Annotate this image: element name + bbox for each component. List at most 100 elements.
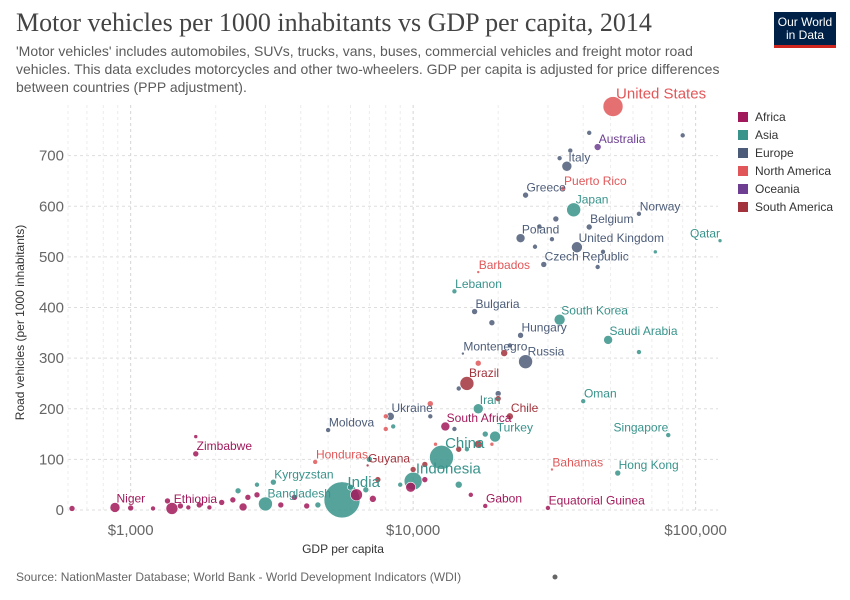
data-point[interactable] <box>451 426 458 432</box>
data-point[interactable] <box>193 434 199 439</box>
data-point[interactable] <box>636 349 642 355</box>
point-oman[interactable] <box>580 398 587 404</box>
data-point[interactable] <box>374 476 382 483</box>
data-point[interactable] <box>556 155 563 161</box>
data-point[interactable] <box>234 487 242 495</box>
data-point[interactable] <box>362 486 370 494</box>
data-point[interactable] <box>390 423 397 430</box>
data-point[interactable] <box>653 249 658 255</box>
point-greece[interactable] <box>522 191 529 199</box>
data-point[interactable] <box>254 481 260 488</box>
data-point[interactable] <box>291 494 298 501</box>
point-bulgaria[interactable] <box>471 308 478 315</box>
data-point[interactable] <box>238 502 248 512</box>
point-brazil[interactable] <box>459 376 475 391</box>
point-singapore[interactable] <box>665 432 672 438</box>
data-point[interactable] <box>244 494 252 501</box>
legend-item-europe[interactable]: Europe <box>738 144 833 162</box>
point-south-korea[interactable] <box>553 313 566 326</box>
point-moldova[interactable] <box>325 427 331 433</box>
data-point[interactable] <box>494 395 502 402</box>
data-point[interactable] <box>382 413 389 420</box>
point-gabon[interactable] <box>482 503 489 509</box>
point-puerto-rico[interactable] <box>560 185 567 192</box>
point-chile[interactable] <box>506 412 514 421</box>
data-point[interactable] <box>600 249 606 255</box>
point-united-kingdom[interactable] <box>571 241 583 254</box>
point-norway[interactable] <box>636 211 642 217</box>
point-australia[interactable] <box>593 143 602 151</box>
point-lebanon[interactable] <box>451 288 458 295</box>
data-point[interactable] <box>536 223 543 230</box>
point-japan[interactable] <box>566 202 581 218</box>
point-hungary[interactable] <box>517 332 524 339</box>
data-point[interactable] <box>552 215 560 223</box>
point-barbados[interactable] <box>476 270 481 274</box>
point-guyana[interactable] <box>365 463 370 468</box>
point-turkey[interactable] <box>489 430 501 443</box>
data-point[interactable] <box>218 499 225 506</box>
point-niger[interactable] <box>109 502 121 513</box>
point-zimbabwe[interactable] <box>192 450 200 458</box>
data-point[interactable] <box>164 497 171 505</box>
point-hong-kong[interactable] <box>614 469 622 477</box>
point-bahamas[interactable] <box>550 467 554 472</box>
data-point[interactable] <box>433 441 438 447</box>
data-point[interactable] <box>409 466 417 473</box>
legend-item-oceania[interactable]: Oceania <box>738 180 833 198</box>
legend-item-asia[interactable]: Asia <box>738 126 833 144</box>
data-point[interactable] <box>468 492 474 498</box>
data-point[interactable] <box>488 319 496 326</box>
data-point[interactable] <box>277 501 285 509</box>
data-point[interactable] <box>350 488 363 502</box>
data-point[interactable] <box>464 446 470 453</box>
point-czech-republic[interactable] <box>540 261 548 268</box>
data-point[interactable] <box>127 504 134 512</box>
point-montenegro[interactable] <box>461 351 465 356</box>
point-russia[interactable] <box>518 354 533 369</box>
data-point[interactable] <box>150 505 156 512</box>
point-honduras[interactable] <box>312 459 318 465</box>
point-equatorial-guinea[interactable] <box>545 505 551 511</box>
data-point[interactable] <box>481 430 489 438</box>
point-qatar[interactable] <box>717 238 723 243</box>
point-south-africa[interactable] <box>440 421 451 432</box>
data-point[interactable] <box>586 130 593 136</box>
data-point[interactable] <box>532 243 538 250</box>
data-point[interactable] <box>455 385 462 392</box>
data-point[interactable] <box>253 491 261 499</box>
point-kyrgyzstan[interactable] <box>270 478 277 486</box>
data-point[interactable] <box>507 342 513 349</box>
data-point[interactable] <box>347 483 354 491</box>
data-point[interactable] <box>500 349 508 357</box>
data-point[interactable] <box>405 481 416 493</box>
data-point[interactable] <box>303 502 311 510</box>
data-point[interactable] <box>549 236 555 242</box>
data-point[interactable] <box>594 264 601 270</box>
data-point[interactable] <box>473 439 483 449</box>
point-saudi-arabia[interactable] <box>603 335 613 345</box>
data-point[interactable] <box>206 504 213 511</box>
data-point[interactable] <box>382 426 389 432</box>
legend-item-africa[interactable]: Africa <box>738 108 833 126</box>
point-poland[interactable] <box>515 233 526 243</box>
data-point[interactable] <box>314 501 322 509</box>
data-point[interactable] <box>455 445 463 453</box>
data-point[interactable] <box>426 400 434 407</box>
data-point[interactable] <box>474 359 482 367</box>
data-point[interactable] <box>567 147 574 154</box>
data-point[interactable] <box>421 476 429 483</box>
point-china[interactable] <box>429 445 454 470</box>
point-iran[interactable] <box>472 403 484 415</box>
data-point[interactable] <box>679 132 686 139</box>
data-point[interactable] <box>454 480 463 489</box>
data-point[interactable] <box>421 461 429 468</box>
point-bangladesh[interactable] <box>258 496 273 512</box>
data-point[interactable] <box>369 495 377 503</box>
point-united-states[interactable] <box>602 96 624 117</box>
data-point[interactable] <box>366 456 373 463</box>
owid-logo[interactable]: Our World in Data <box>774 12 836 48</box>
data-point[interactable] <box>397 481 404 488</box>
data-point[interactable] <box>185 504 192 511</box>
data-point[interactable] <box>427 413 434 420</box>
